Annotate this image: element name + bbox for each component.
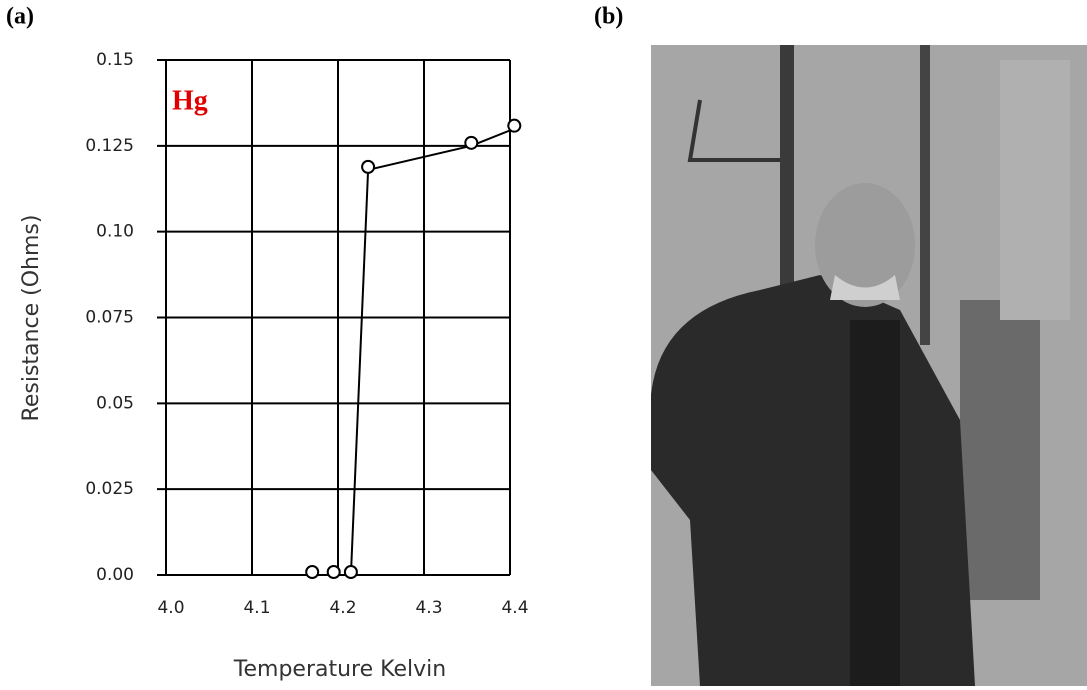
x-tick-label: 4.1 <box>243 598 270 618</box>
data-point <box>361 159 376 174</box>
y-tick-label: 0.025 <box>85 479 134 499</box>
y-tick-label: 0.075 <box>85 308 134 328</box>
annotation: Hg <box>172 85 208 116</box>
panel-label: (a) <box>6 4 34 30</box>
data-point <box>305 565 320 579</box>
x-tick-label: 4.4 <box>501 598 528 618</box>
y-tick-label: 0.00 <box>96 565 134 585</box>
x-axis-label: Temperature Kelvin <box>233 657 446 682</box>
y-tick-label: 0.125 <box>85 136 134 156</box>
y-tick-label: 0.15 <box>96 50 134 70</box>
photo <box>651 45 1087 686</box>
x-tick-label: 4.3 <box>415 598 442 618</box>
y-axis-label: Resistance (Ohms) <box>19 215 44 422</box>
x-tick-label: 4.2 <box>329 598 356 618</box>
x-tick-label: 4.0 <box>157 598 184 618</box>
data-point <box>343 565 358 579</box>
y-tick-label: 0.05 <box>96 393 134 413</box>
data-point <box>326 565 341 579</box>
y-tick-label: 0.10 <box>96 222 134 242</box>
data-point <box>464 135 479 150</box>
data-point <box>507 118 522 133</box>
panel-label: (b) <box>594 4 623 30</box>
data-line <box>312 127 515 576</box>
